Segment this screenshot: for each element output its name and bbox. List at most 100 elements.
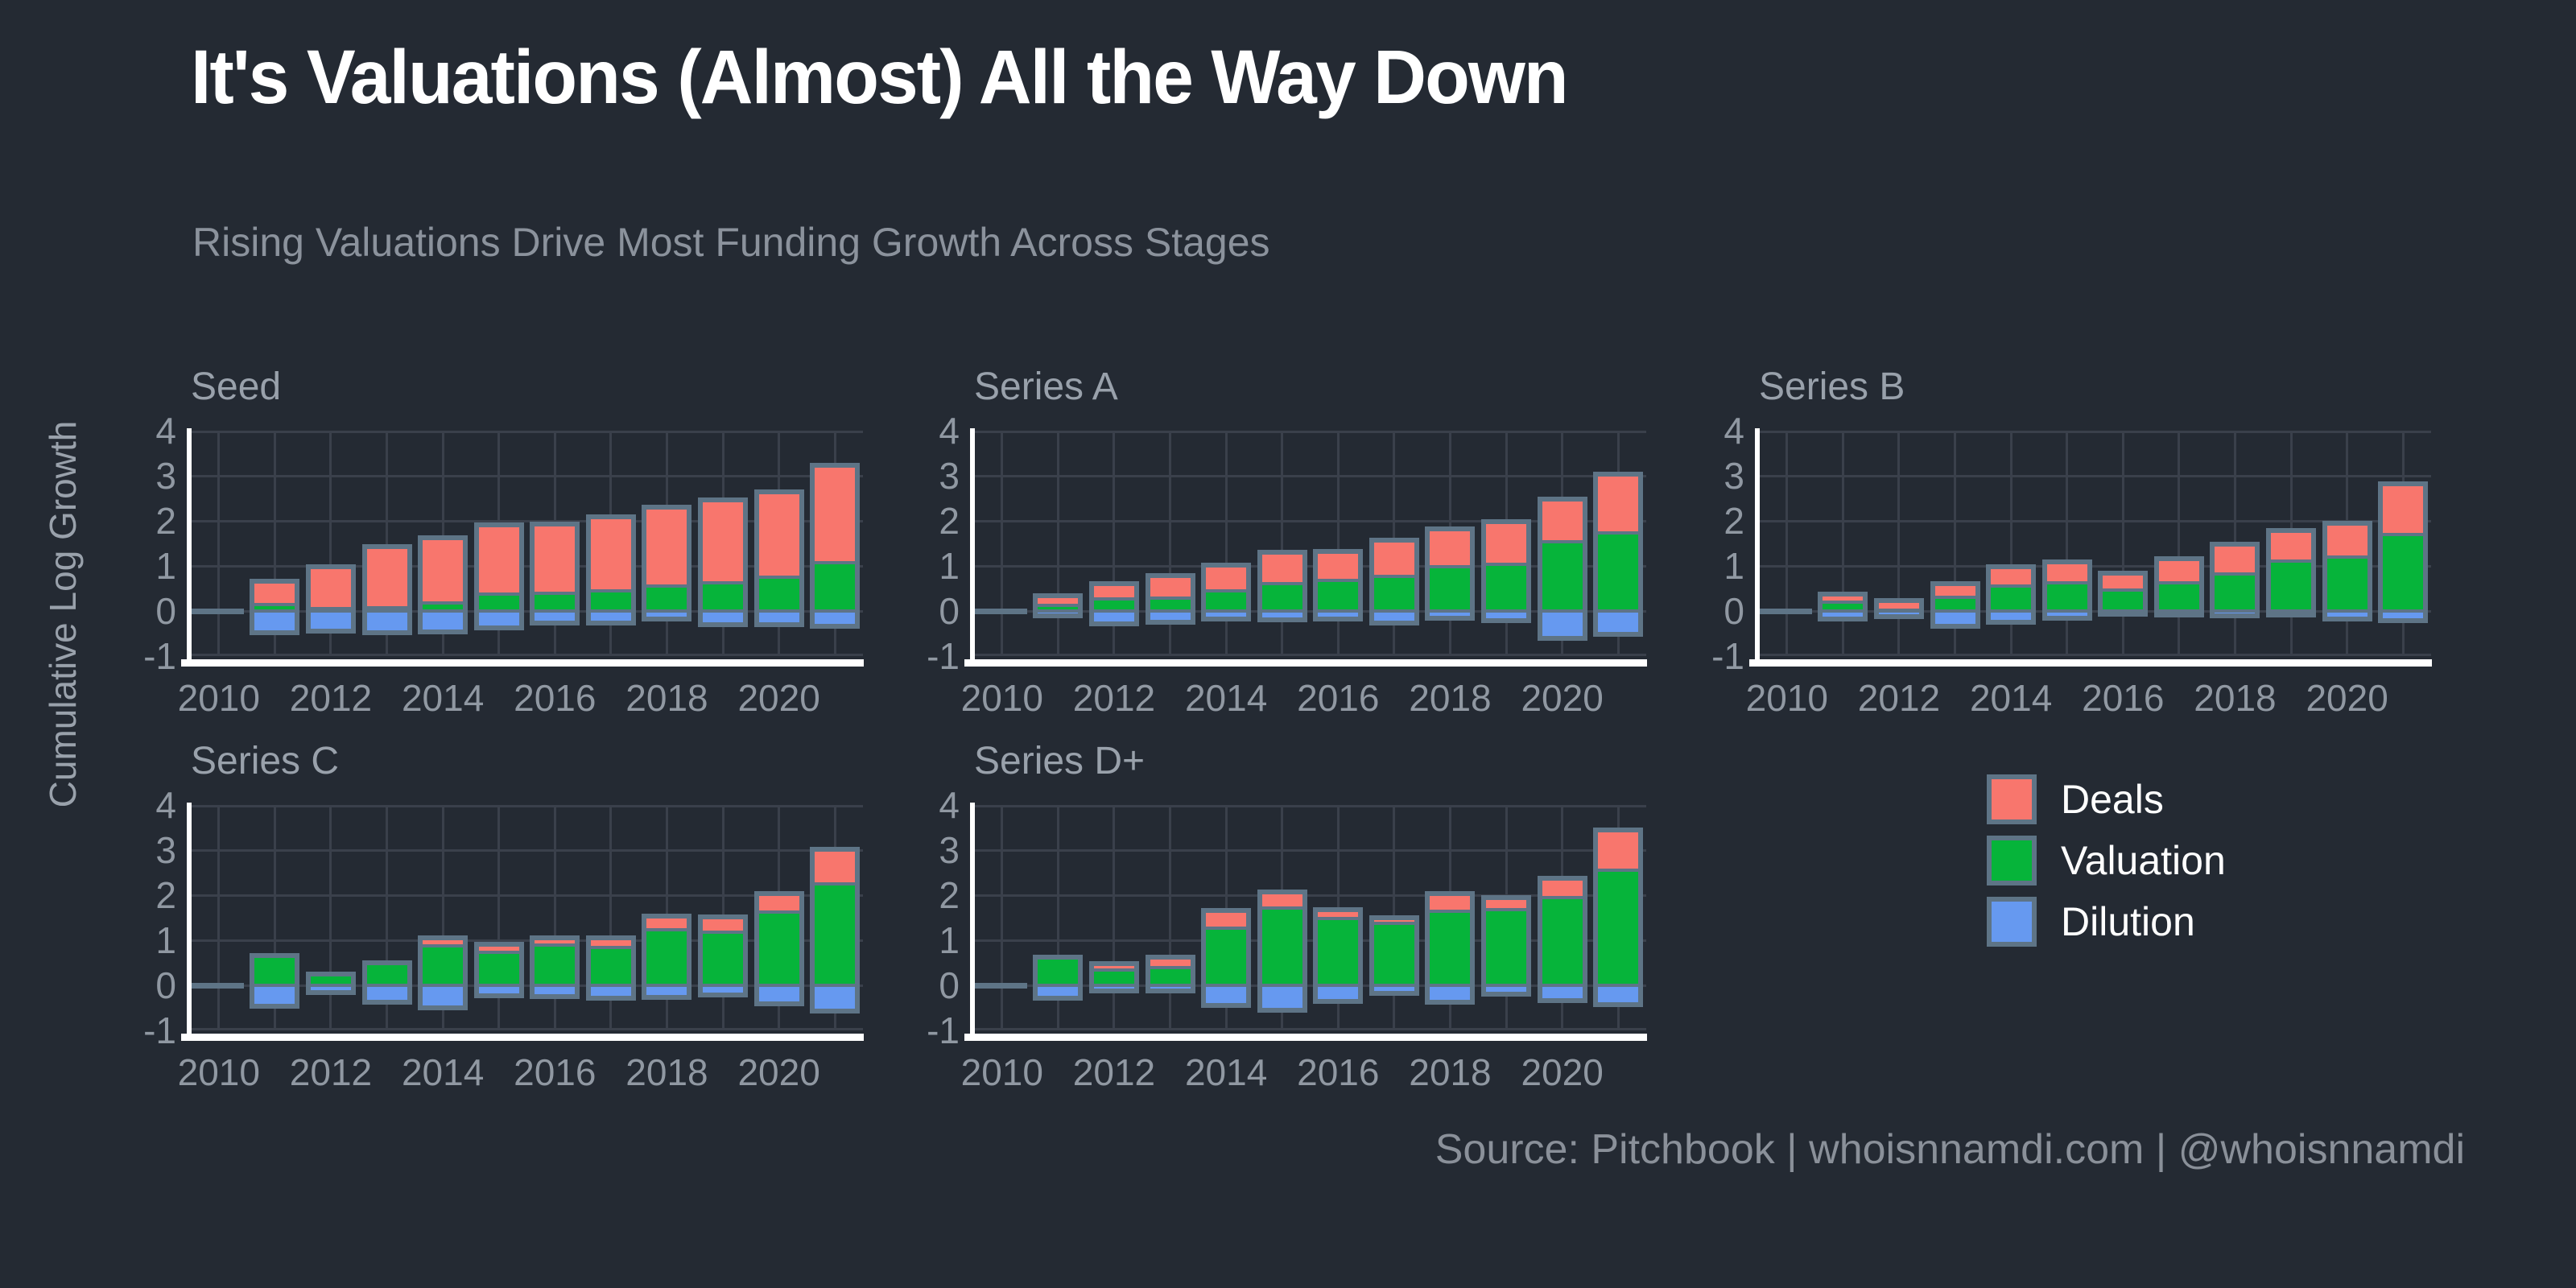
bar-segment-dilution — [1991, 610, 2032, 621]
segment-divider — [366, 983, 407, 987]
bar-segment-dilution — [366, 610, 407, 630]
bar-segment-dilution — [1206, 610, 1247, 617]
bar-2017 — [1368, 537, 1419, 626]
gridline-h — [974, 520, 1646, 522]
bar-2016 — [1313, 549, 1364, 621]
bar-segment-dilution — [2383, 610, 2424, 618]
gridline-v — [1113, 805, 1116, 1030]
bar-segment-valuation — [1261, 907, 1302, 985]
bar-2016 — [530, 522, 580, 625]
bar-segment-deals — [590, 518, 631, 591]
y-tick-label: 3 — [155, 455, 176, 497]
bar-2019 — [1481, 519, 1532, 623]
bar-segment-valuation — [646, 929, 687, 985]
x-tick-label: 2010 — [177, 1051, 260, 1093]
segment-divider — [2383, 609, 2424, 613]
bar-segment-deals — [1206, 913, 1247, 928]
bar-2017 — [1368, 914, 1419, 996]
y-tick-label: 2 — [155, 874, 176, 916]
y-tick-label: 4 — [155, 410, 176, 452]
segment-divider — [758, 609, 799, 613]
bar-segment-dilution — [1206, 985, 1247, 1004]
bar-2016 — [1313, 906, 1364, 1004]
x-tick-label: 2012 — [1857, 677, 1941, 719]
y-tick-label: 1 — [939, 545, 960, 587]
segment-divider — [1038, 983, 1079, 987]
legend-label: Dilution — [2061, 899, 2195, 944]
gridline-h — [1759, 475, 2431, 477]
bar-segment-deals — [1934, 586, 1975, 597]
bar-segment-valuation — [1038, 605, 1079, 611]
bar-segment-deals — [423, 539, 464, 604]
bar-2013 — [1145, 954, 1195, 994]
gridline-v — [609, 805, 613, 1030]
bar-segment-dilution — [310, 610, 351, 630]
bar-2011 — [250, 953, 300, 1009]
segment-divider — [1823, 600, 1864, 604]
gridline-h — [191, 894, 863, 897]
bar-2013 — [361, 960, 412, 1005]
bar-segment-valuation — [758, 911, 799, 985]
bar-segment-deals — [1261, 894, 1302, 908]
x-tick-label: 2010 — [960, 1051, 1043, 1093]
y-tick-label: -1 — [927, 635, 960, 677]
bar-segment-dilution — [2046, 610, 2087, 616]
segment-divider — [1373, 922, 1414, 926]
segment-divider — [1991, 584, 2032, 588]
gridline-h — [1759, 610, 2431, 613]
bar-2018 — [642, 914, 692, 1000]
legend: Deals Valuation Dilution — [1987, 774, 2226, 958]
bar-segment-valuation — [1991, 586, 2032, 611]
bar-segment-deals — [535, 940, 576, 945]
bar-segment-valuation — [423, 946, 464, 985]
bar-segment-dilution — [1542, 610, 1583, 636]
gridline-v — [1897, 431, 1901, 656]
bar-2020 — [753, 891, 804, 1007]
x-tick-label: 2020 — [1521, 1051, 1604, 1093]
segment-divider — [703, 609, 744, 613]
segment-divider — [2271, 609, 2312, 613]
segment-divider — [2215, 572, 2256, 576]
segment-divider — [535, 943, 576, 947]
segment-divider — [254, 609, 295, 613]
segment-divider — [1542, 895, 1583, 899]
bar-segment-deals — [1261, 555, 1302, 584]
x-tick-label: 2016 — [1297, 677, 1380, 719]
y-tick-label: 4 — [939, 410, 960, 452]
x-tick-label: 2014 — [1184, 1051, 1268, 1093]
bar-segment-valuation — [478, 952, 519, 985]
bar-segment-deals — [1373, 542, 1414, 576]
bar-segment-dilution — [1373, 610, 1414, 621]
bar-segment-dilution — [1150, 610, 1191, 620]
segment-divider — [1038, 609, 1079, 613]
gridline-h — [974, 1028, 1646, 1030]
segment-divider — [1542, 983, 1583, 987]
bar-segment-deals — [815, 468, 856, 563]
bar-segment-deals — [2326, 525, 2368, 557]
bar-segment-dilution — [1430, 985, 1471, 1001]
segment-divider — [2326, 555, 2368, 559]
bar-segment-valuation — [815, 562, 856, 611]
x-tick-label: 2018 — [1409, 677, 1492, 719]
panel-title: Seed — [191, 365, 282, 408]
x-tick-label: 2018 — [625, 677, 708, 719]
bar-segment-dilution — [1261, 985, 1302, 1008]
bar-segment-valuation — [1486, 564, 1527, 611]
bar-segment-dilution — [478, 985, 519, 994]
legend-label: Valuation — [2061, 838, 2226, 883]
segment-divider — [2271, 559, 2312, 564]
x-axis-line — [1749, 659, 2432, 667]
bar-segment-deals — [2215, 546, 2256, 574]
bar-2012 — [305, 564, 356, 634]
segment-divider — [1542, 540, 1583, 544]
segment-divider — [1878, 609, 1919, 613]
bar-segment-valuation — [1542, 542, 1583, 611]
bar-zero-2010 — [1759, 608, 1812, 614]
bar-segment-dilution — [758, 610, 799, 622]
bar-segment-deals — [1486, 899, 1527, 910]
legend-swatch-valuation — [1987, 836, 2037, 886]
gridline-v — [329, 805, 332, 1030]
bar-2011 — [1033, 954, 1084, 1001]
bar-segment-valuation — [1318, 918, 1359, 985]
bar-2012 — [1088, 581, 1139, 626]
